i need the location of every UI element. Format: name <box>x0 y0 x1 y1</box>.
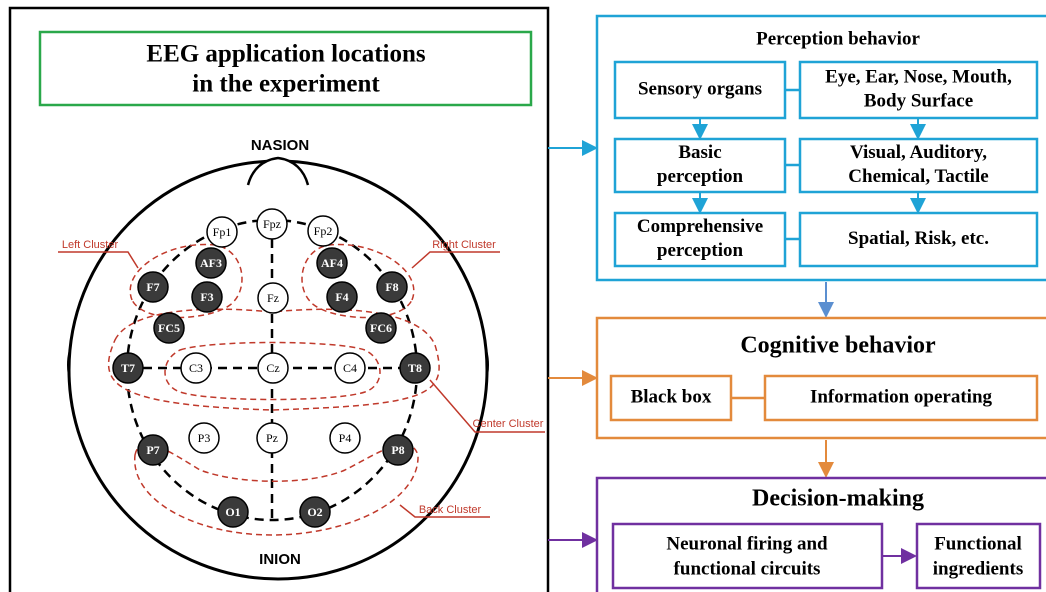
electrode-label: P8 <box>391 443 404 457</box>
perception-boxes: Sensory organs Eye, Ear, Nose, Mouth, Body… <box>613 60 1039 268</box>
electrode <box>365 312 397 344</box>
electrode <box>180 352 212 384</box>
electrode-label: Fz <box>267 291 279 305</box>
electrode <box>257 282 289 314</box>
electrode-label: F4 <box>335 290 348 304</box>
box-text: Spatial, Risk, etc. <box>848 228 989 249</box>
box-text: Visual, Auditory, <box>850 142 987 163</box>
electrode <box>334 352 366 384</box>
electrode <box>257 352 289 384</box>
electrode-label: Fp2 <box>314 224 333 238</box>
electrode <box>217 496 249 528</box>
electrode <box>326 281 358 313</box>
electrode-label: T8 <box>408 361 422 375</box>
electrode-label: O2 <box>307 505 322 519</box>
cluster-label: Center Cluster <box>473 418 544 430</box>
electrode <box>299 496 331 528</box>
section-title: Decision-making <box>752 486 924 512</box>
cluster-label: Left Cluster <box>62 239 119 251</box>
box-text: Sensory organs <box>638 78 762 99</box>
electrode-label: Fpz <box>263 217 281 231</box>
electrode-label: C4 <box>343 361 357 375</box>
electrode-label: P7 <box>146 443 159 457</box>
cluster-label: Back Cluster <box>419 504 482 516</box>
electrode <box>256 422 288 454</box>
electrode <box>112 352 144 384</box>
section-title: Perception behavior <box>756 28 920 49</box>
electrode-label: F8 <box>385 280 398 294</box>
box-text: perception <box>657 240 744 261</box>
electrode <box>307 215 339 247</box>
electrode <box>191 281 223 313</box>
box-text: Comprehensive <box>637 216 763 237</box>
electrode-label: C3 <box>189 361 203 375</box>
electrode-label: Cz <box>266 361 279 375</box>
electrode-label: Pz <box>266 431 278 445</box>
electrode-label: T7 <box>121 361 135 375</box>
electrode <box>195 247 227 279</box>
box-text: Neuronal firing and <box>666 533 828 554</box>
electrode-label: AF3 <box>200 256 222 270</box>
title-box <box>38 30 533 107</box>
box <box>798 137 1039 194</box>
box-text: Basic <box>678 142 721 163</box>
electrode-label: P3 <box>198 431 211 445</box>
box-text: functional circuits <box>674 558 821 579</box>
nasion-label: NASION <box>251 137 309 154</box>
box-text: Body Surface <box>864 90 973 111</box>
box-text: ingredients <box>933 558 1023 579</box>
box <box>613 211 787 268</box>
electrode-label: FC6 <box>370 321 392 335</box>
cluster-label: Right Cluster <box>432 239 496 251</box>
box <box>763 374 1039 422</box>
electrode <box>329 422 361 454</box>
electrode <box>399 352 431 384</box>
electrode <box>382 434 414 466</box>
section-title: Cognitive behavior <box>740 333 936 359</box>
box <box>611 522 884 590</box>
title-line: EEG application locations <box>146 41 425 68</box>
electrode <box>188 422 220 454</box>
electrode <box>153 312 185 344</box>
box-text: Eye, Ear, Nose, Mouth, <box>825 66 1012 87</box>
electrodes: Fp1 Fpz Fp2 AF3 AF4 F7 F3 Fz F4 F8 FC5 FC6 T7 C3 Cz C4 T… <box>112 208 431 528</box>
box-text: perception <box>657 166 744 187</box>
title-line: in the experiment <box>192 71 380 98</box>
left-frame <box>8 6 550 592</box>
electrode <box>256 208 288 240</box>
electrode-label: F3 <box>200 290 213 304</box>
inion-label: INION <box>259 551 301 568</box>
electrode <box>376 271 408 303</box>
electrode <box>137 271 169 303</box>
box-text: Information operating <box>810 386 993 407</box>
box <box>798 211 1039 268</box>
electrode-label: AF4 <box>321 256 343 270</box>
electrode-label: P4 <box>339 431 352 445</box>
electrode-label: O1 <box>225 505 240 519</box>
box-text: Black box <box>631 386 712 407</box>
electrode-label: FC5 <box>158 321 180 335</box>
electrode-label: Fp1 <box>213 225 232 239</box>
electrode <box>137 434 169 466</box>
box-text: Chemical, Tactile <box>848 166 988 187</box>
box-text: Functional <box>934 533 1022 554</box>
electrode-label: F7 <box>146 280 159 294</box>
electrode <box>206 216 238 248</box>
box <box>915 522 1042 590</box>
electrode <box>316 247 348 279</box>
